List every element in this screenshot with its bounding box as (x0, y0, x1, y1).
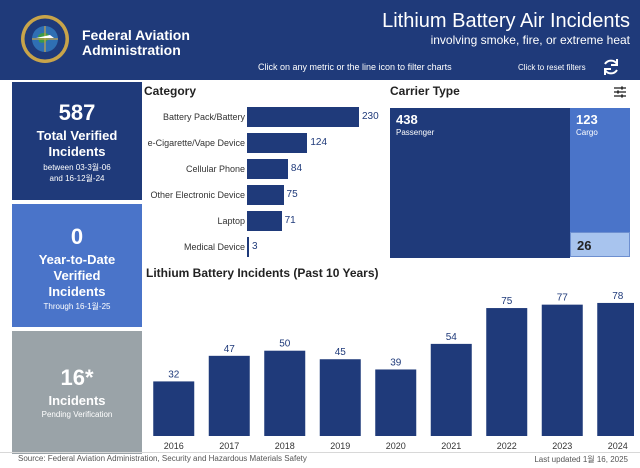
pending-incidents-tile[interactable]: 16* Incidents Pending Verification (12, 331, 142, 454)
carrier-passenger-value: 438 (396, 112, 418, 127)
yearly-bar-chart: 32 2016 47 2017 50 2018 45 2019 39 2020 54 2021 75 20… (153, 291, 634, 451)
carrier-other-value: 26 (577, 238, 592, 253)
year-tick-label: 2017 (219, 441, 239, 451)
year-bar[interactable] (486, 308, 528, 436)
year-bar[interactable] (375, 369, 417, 436)
category-value-label: 124 (310, 137, 328, 148)
category-bar[interactable] (247, 107, 359, 127)
source-note: Source: Federal Aviation Administration,… (18, 454, 307, 463)
carrier-cargo-label: Cargo (576, 128, 598, 137)
org-name-line2: Administration (82, 42, 181, 58)
carrier-type-title: Carrier Type (390, 84, 460, 98)
category-bar[interactable] (247, 237, 249, 257)
category-title: Category (144, 84, 197, 98)
ytd-label-1: Year-to-Date (38, 252, 116, 267)
year-bar[interactable] (597, 302, 634, 436)
carrier-cargo-block[interactable]: 123 Cargo (570, 108, 630, 232)
category-label: Battery Pack/Battery (162, 112, 245, 122)
last-updated: Last updated 1월 16, 2025 (534, 455, 628, 464)
year-bar[interactable] (541, 304, 583, 436)
page-title: Lithium Battery Air Incidents (382, 10, 630, 32)
footer-divider (0, 452, 640, 453)
faa-seal-logo (21, 15, 69, 63)
pending-incidents-value: 16* (60, 365, 94, 390)
year-bar[interactable] (430, 343, 472, 436)
header-banner: Federal Aviation Administration Lithium … (0, 0, 640, 80)
org-name-line1: Federal Aviation (82, 27, 190, 43)
category-label: e-Cigarette/Vape Device (147, 138, 245, 148)
year-value-label: 75 (501, 296, 513, 307)
carrier-cargo-value: 123 (576, 112, 598, 127)
org-name: Federal Aviation Administration (82, 28, 190, 58)
year-bar[interactable] (153, 381, 195, 436)
year-bar[interactable] (264, 350, 306, 436)
year-value-label: 78 (612, 291, 624, 302)
category-label: Laptop (217, 216, 245, 226)
category-value-label: 75 (286, 189, 298, 200)
year-tick-label: 2018 (275, 441, 295, 451)
category-label: Other Electronic Device (150, 190, 245, 200)
category-bar[interactable] (247, 159, 288, 179)
carrier-passenger-label: Passenger (396, 128, 435, 137)
year-value-label: 47 (224, 344, 236, 355)
pending-incidents-label: Incidents (48, 393, 106, 408)
carrier-other-block[interactable]: 26 (570, 232, 630, 257)
page-subtitle: involving smoke, fire, or extreme heat (430, 33, 630, 47)
year-value-label: 45 (335, 347, 347, 358)
category-bar[interactable] (247, 211, 282, 231)
total-incidents-range-1: between 03-3월-06 (43, 163, 111, 172)
reset-filters-link[interactable]: Click to reset filters (518, 63, 586, 72)
year-tick-label: 2021 (441, 441, 461, 451)
yearly-chart-title: Lithium Battery Incidents (Past 10 Years… (146, 266, 379, 280)
carrier-passenger-block[interactable]: 438 Passenger (390, 108, 570, 258)
category-bar[interactable] (247, 133, 308, 153)
total-incidents-range-2: and 16-12월-24 (49, 174, 105, 183)
category-label: Medical Device (183, 242, 245, 252)
year-value-label: 50 (279, 339, 291, 350)
category-value-label: 3 (252, 241, 258, 252)
year-bar[interactable] (208, 355, 250, 436)
ytd-label-2: Verified (53, 268, 101, 283)
year-tick-label: 2024 (608, 441, 628, 451)
year-tick-label: 2023 (552, 441, 572, 451)
category-value-label: 71 (284, 215, 296, 226)
category-value-label: 84 (290, 163, 303, 174)
year-tick-label: 2019 (330, 441, 350, 451)
category-label: Cellular Phone (185, 164, 245, 174)
pending-incidents-note: Pending Verification (41, 410, 113, 419)
year-value-label: 39 (390, 357, 402, 368)
total-incidents-label-1: Total Verified (36, 128, 118, 143)
year-bar[interactable] (319, 359, 361, 436)
year-tick-label: 2022 (497, 441, 517, 451)
year-tick-label: 2020 (386, 441, 406, 451)
ytd-incidents-value: 0 (70, 224, 84, 249)
year-value-label: 54 (446, 332, 458, 343)
filter-sliders-icon[interactable] (612, 84, 628, 100)
filter-hint: Click on any metric or the line icon to … (258, 62, 452, 72)
total-incidents-label-2: Incidents (48, 144, 106, 159)
ytd-incidents-tile[interactable]: 0 Year-to-Date Verified Incidents Throug… (12, 204, 142, 327)
total-incidents-tile[interactable]: 587 Total Verified Incidents between 03-… (12, 82, 142, 200)
year-tick-label: 2016 (164, 441, 184, 451)
category-bar[interactable] (247, 185, 284, 205)
refresh-icon[interactable] (600, 56, 622, 78)
ytd-label-3: Incidents (48, 284, 106, 299)
category-value-label: 230 (362, 111, 379, 122)
year-value-label: 32 (168, 369, 180, 380)
year-value-label: 77 (557, 293, 569, 304)
total-incidents-value: 587 (58, 100, 96, 125)
ytd-through: Through 16-1월-25 (43, 302, 111, 311)
